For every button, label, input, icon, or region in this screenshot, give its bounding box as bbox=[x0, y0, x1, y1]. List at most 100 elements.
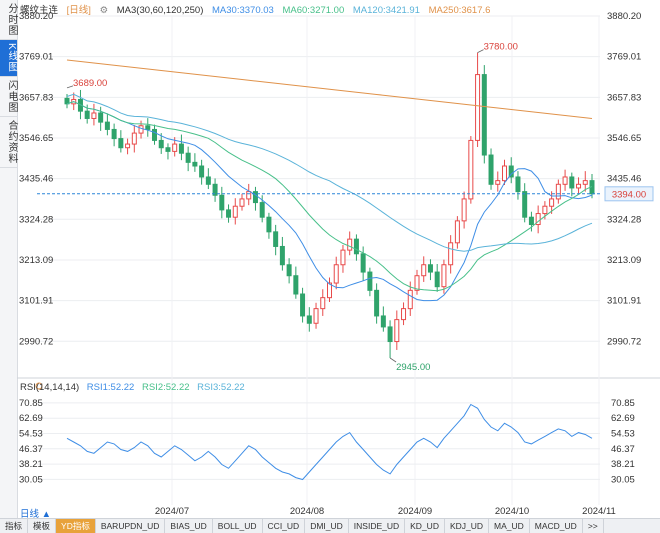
rsi-tick-left: 38.21 bbox=[19, 459, 43, 470]
low-annotation: 2945.00 bbox=[396, 362, 430, 373]
rsi3-label: RSI3:52.22 bbox=[197, 382, 245, 393]
candle bbox=[441, 264, 447, 288]
candle bbox=[508, 165, 514, 178]
candle bbox=[333, 264, 339, 284]
indicator-tab-9[interactable]: KD_UD bbox=[405, 519, 445, 533]
price-tick-left: 3213.09 bbox=[19, 255, 53, 266]
x-tick-label: 2024/10 bbox=[495, 506, 529, 517]
rsi-legend: RSI(14,14,14) RSI1:52.22 RSI2:52.22 RSI3… bbox=[20, 382, 250, 393]
candle bbox=[488, 154, 494, 185]
price-tick-left: 2990.72 bbox=[19, 336, 53, 347]
price-tick-left: 3101.91 bbox=[19, 296, 53, 307]
indicator-tab-6[interactable]: CCI_UD bbox=[263, 519, 306, 533]
sidebar-tab-3[interactable]: 合约资料 bbox=[0, 117, 17, 168]
candle bbox=[131, 132, 137, 145]
rsi2-label: RSI2:52.22 bbox=[141, 382, 190, 393]
rsi-tick-left: 30.05 bbox=[19, 474, 43, 485]
candle bbox=[205, 176, 211, 185]
candle bbox=[327, 282, 332, 299]
candle bbox=[421, 264, 427, 277]
candle bbox=[259, 202, 265, 218]
candle bbox=[569, 176, 575, 189]
candle bbox=[374, 289, 380, 317]
indicator-tab-8[interactable]: INSIDE_UD bbox=[349, 519, 406, 533]
current-price-label: 3394.00 bbox=[612, 189, 646, 200]
candle bbox=[219, 194, 225, 211]
candle bbox=[380, 315, 386, 328]
candle bbox=[145, 125, 151, 130]
indicator-tab-4[interactable]: BIAS_UD bbox=[165, 519, 213, 533]
sidebar-tab-1[interactable]: K线图 bbox=[0, 40, 17, 77]
candle bbox=[454, 220, 460, 244]
price-tick-right: 3101.91 bbox=[607, 296, 641, 307]
indicator-tab-10[interactable]: KDJ_UD bbox=[445, 519, 490, 533]
indicator-tab-11[interactable]: MA_UD bbox=[489, 519, 530, 533]
candle bbox=[394, 319, 400, 343]
candle bbox=[502, 165, 507, 182]
candle bbox=[84, 110, 90, 119]
ma30-label: MA30:3370.03 bbox=[212, 5, 274, 16]
candle bbox=[367, 271, 373, 291]
candle bbox=[353, 238, 359, 255]
rsi-tick-right: 62.69 bbox=[611, 413, 635, 424]
candle bbox=[360, 253, 366, 273]
indicator-tab-12[interactable]: MACD_UD bbox=[530, 519, 583, 533]
candle bbox=[152, 128, 157, 141]
price-tick-left: 3546.65 bbox=[19, 133, 53, 144]
candle bbox=[212, 183, 218, 196]
sidebar-tab-2[interactable]: 闪电图 bbox=[0, 77, 17, 117]
price-tick-left: 3880.20 bbox=[19, 11, 53, 22]
candle bbox=[158, 139, 164, 149]
candle bbox=[495, 180, 501, 185]
price-tick-right: 3769.01 bbox=[607, 52, 641, 63]
candle bbox=[286, 264, 292, 277]
candle bbox=[232, 205, 238, 218]
rsi-tick-left: 46.37 bbox=[19, 444, 43, 455]
x-tick-label: 2024/07 bbox=[155, 506, 189, 517]
candle bbox=[266, 216, 272, 233]
indicator-tab-1[interactable]: 模板 bbox=[28, 519, 57, 533]
price-tick-left: 3324.28 bbox=[19, 214, 53, 225]
rsi-tick-right: 70.85 bbox=[611, 398, 635, 409]
indicator-tab-2[interactable]: YD指标 bbox=[56, 519, 96, 533]
indicator-tab-3[interactable]: BARUPDN_UD bbox=[96, 519, 166, 533]
candle bbox=[522, 191, 528, 218]
rsi-tick-right: 46.37 bbox=[611, 444, 635, 455]
candle bbox=[549, 198, 555, 207]
candle bbox=[64, 97, 70, 105]
settings-dot-icon[interactable] bbox=[35, 382, 43, 390]
low-annotation-pointer bbox=[389, 357, 397, 363]
candle bbox=[226, 209, 232, 218]
price-tick-right: 2990.72 bbox=[607, 336, 641, 347]
period-selector[interactable]: 日线 ▲ bbox=[20, 509, 52, 520]
indicator-tab-13[interactable]: >> bbox=[583, 519, 604, 533]
candle bbox=[427, 264, 433, 273]
candle bbox=[475, 74, 481, 141]
price-tick-right: 3546.65 bbox=[607, 133, 641, 144]
candle bbox=[192, 161, 198, 167]
candle bbox=[104, 121, 110, 130]
rsi-tick-right: 38.21 bbox=[611, 459, 635, 470]
candle bbox=[515, 176, 521, 193]
indicator-tab-bar: 指标 模板 YD指标 BARUPDN_UD BIAS_UD BOLL_UD CCI_UD DM… bbox=[0, 518, 660, 533]
indicator-tab-5[interactable]: BOLL_UD bbox=[213, 519, 263, 533]
candle bbox=[313, 308, 319, 324]
candle bbox=[434, 271, 440, 288]
chart-area[interactable]: 3880.20 3880.20 3769.01 3769.01 3657.83 3657.… bbox=[17, 0, 660, 518]
rsi-tick-left: 54.53 bbox=[19, 429, 43, 440]
left-high-annotation-pointer bbox=[66, 85, 74, 89]
candle bbox=[293, 275, 299, 295]
candle bbox=[91, 112, 97, 119]
candle bbox=[239, 198, 245, 207]
period-tag[interactable]: [日线] bbox=[66, 5, 91, 16]
rsi-tick-right: 54.53 bbox=[611, 429, 635, 440]
rsi-title: RSI(14,14,14) bbox=[20, 382, 80, 393]
indicator-tab-7[interactable]: DMI_UD bbox=[305, 519, 349, 533]
gear-icon[interactable]: ⚙ bbox=[99, 5, 109, 16]
sidebar-tab-0[interactable]: 分时图 bbox=[0, 0, 17, 40]
left-high-annotation: 3689.00 bbox=[73, 78, 107, 89]
indicator-tab-0[interactable]: 指标 bbox=[0, 519, 29, 533]
candle bbox=[562, 176, 568, 185]
sidebar: 分时图 K线图 闪电图 合约资料 bbox=[0, 0, 18, 532]
candle bbox=[252, 191, 258, 204]
